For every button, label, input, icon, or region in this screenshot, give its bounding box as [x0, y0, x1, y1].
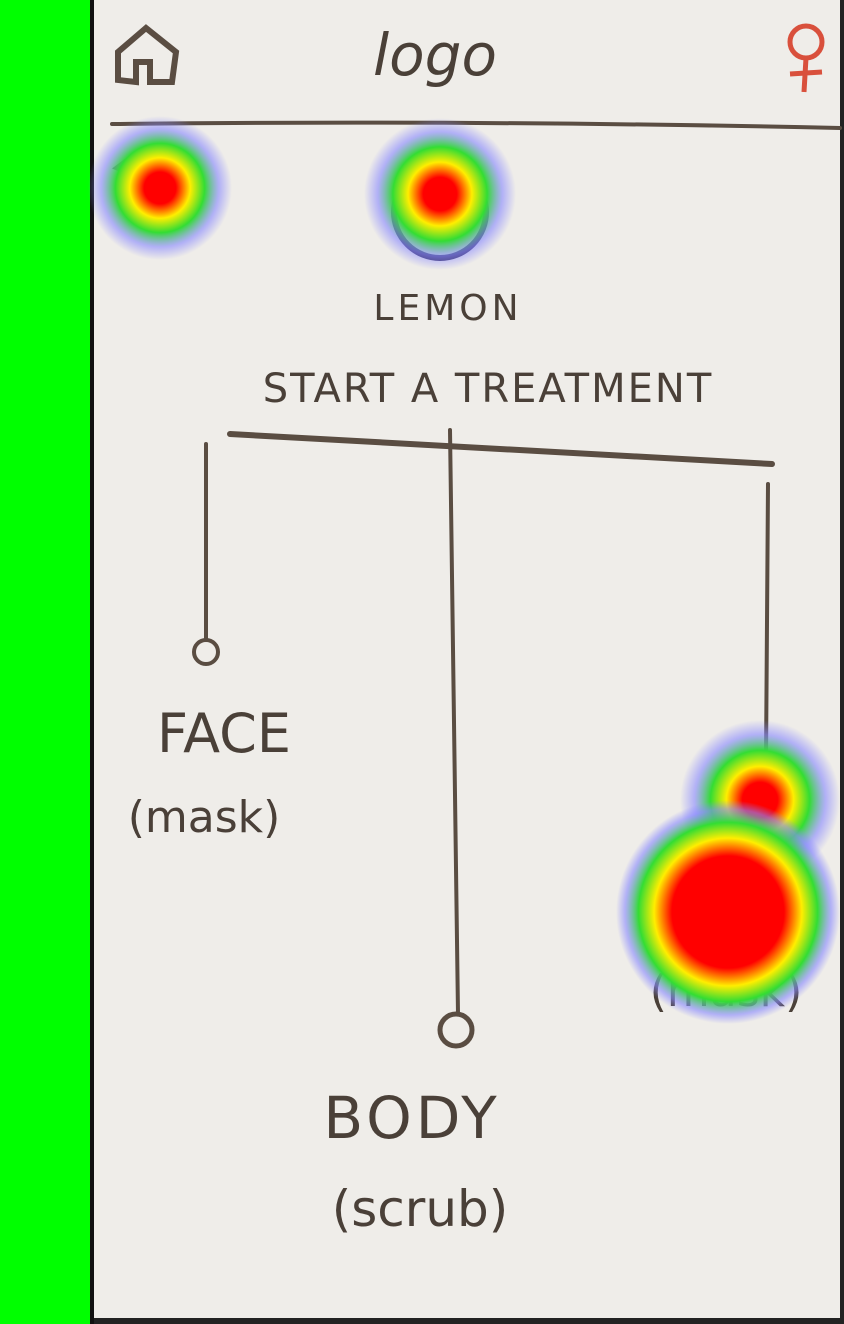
node[interactable] — [192, 638, 220, 666]
frame-edge — [90, 0, 94, 1324]
heatmap — [88, 116, 840, 1024]
option-sub: (scrub) — [332, 1180, 509, 1238]
side-strip — [0, 0, 90, 1324]
option-label[interactable]: BODY — [323, 1084, 500, 1152]
branch — [448, 428, 460, 1016]
brand-name: LEMON — [373, 288, 522, 329]
option-sub: (mask) — [128, 792, 281, 843]
heat-spot — [616, 800, 840, 1024]
logo: logo — [373, 21, 497, 89]
frame-edge — [840, 0, 844, 1324]
heat-spot — [364, 118, 516, 270]
option-label[interactable]: FACE — [157, 702, 291, 765]
home-icon[interactable] — [115, 24, 180, 86]
profile-icon[interactable] — [787, 23, 825, 93]
heat-spot — [88, 116, 232, 260]
node[interactable] — [437, 1011, 475, 1049]
frame-edge — [94, 1318, 844, 1324]
header-divider — [110, 120, 842, 130]
tree-bar — [227, 431, 775, 467]
branch — [764, 482, 770, 762]
section-title: START A TREATMENT — [263, 366, 714, 412]
